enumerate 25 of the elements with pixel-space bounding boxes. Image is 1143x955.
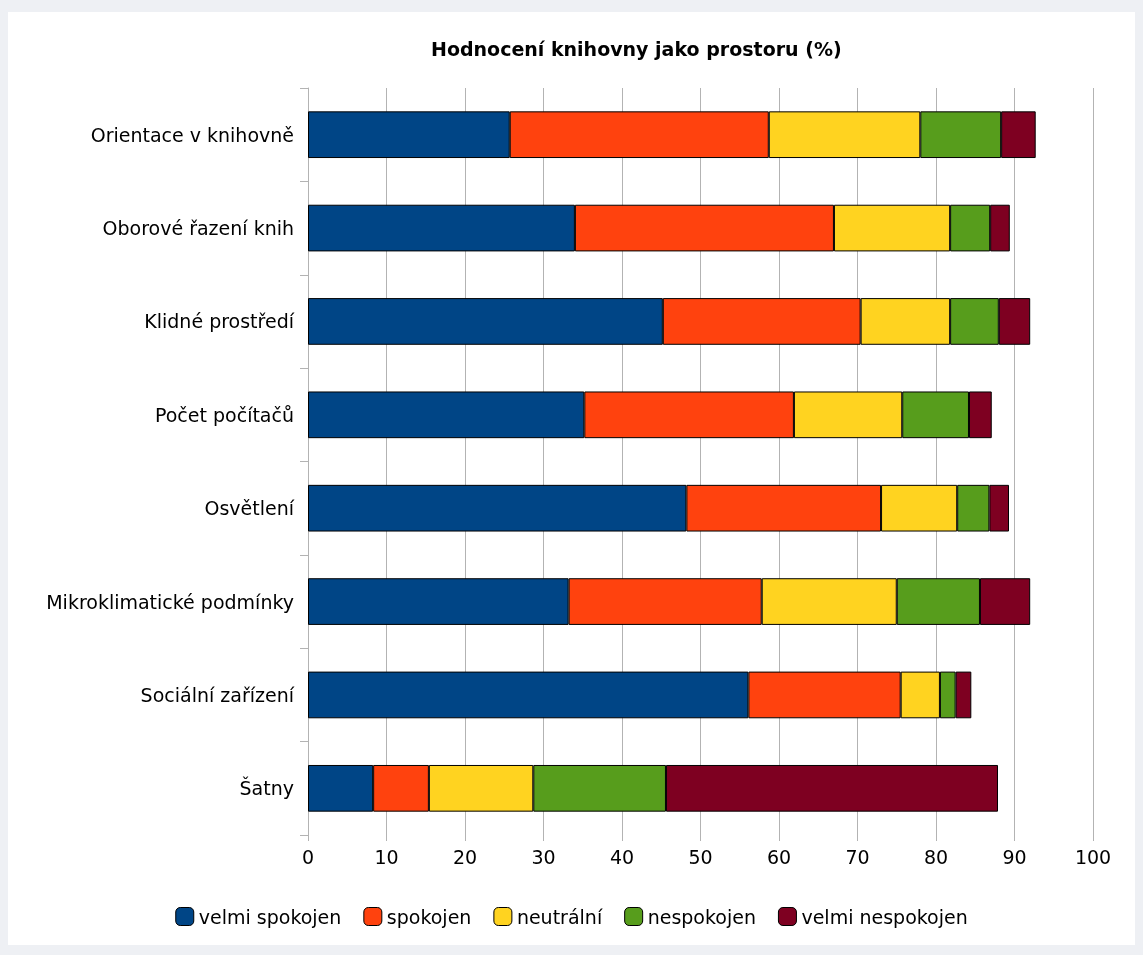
legend-label: spokojen: [386, 905, 472, 928]
x-tick-label: 0: [301, 845, 315, 868]
x-tick-label: 90: [1002, 845, 1027, 868]
y-tick-label: Oborové řazení knih: [102, 217, 294, 240]
legend-label: neutrální: [516, 905, 603, 928]
x-tick-label: 50: [688, 845, 713, 868]
legend-label: velmi spokojen: [198, 905, 342, 928]
y-tick-label: Klidné prostředí: [144, 310, 295, 333]
legend-label: nespokojen: [647, 905, 756, 928]
x-tick-label: 10: [374, 845, 399, 868]
x-tick-label: 60: [766, 845, 792, 868]
x-tick-label: 20: [452, 845, 478, 868]
legend-label: velmi nespokojen: [801, 905, 968, 928]
x-tick-label: 80: [923, 845, 949, 868]
y-tick-label: Mikroklimatické podmínky: [46, 590, 294, 613]
x-tick-label: 30: [531, 845, 556, 868]
y-tick-label: Orientace v knihovně: [90, 123, 294, 146]
y-tick-label: Šatny: [239, 776, 294, 800]
y-tick-label: Osvětlení: [204, 497, 295, 520]
y-tick-label: Sociální zařízení: [140, 683, 295, 706]
x-tick-label: 100: [1074, 845, 1112, 868]
x-tick-label: 40: [609, 845, 635, 868]
y-tick-label: Počet počítačů: [154, 403, 294, 426]
chart-title: Hodnocení knihovny jako prostoru (%): [431, 37, 842, 60]
x-tick-label: 70: [845, 845, 870, 868]
